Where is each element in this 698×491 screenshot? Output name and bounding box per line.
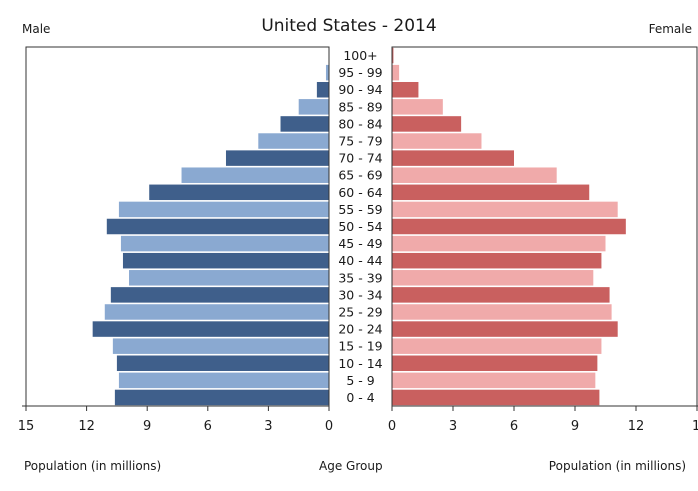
male-x-tick-label: 12 [78, 419, 95, 434]
female-bar [392, 116, 462, 132]
age-group-label: 80 - 84 [338, 116, 382, 131]
male-bar [316, 81, 329, 98]
female-bar [392, 133, 482, 149]
female-bar [392, 184, 590, 201]
age-group-label: 45 - 49 [338, 236, 382, 251]
female-x-tick-label: 6 [510, 419, 518, 434]
female-bar [392, 287, 610, 303]
male-bar [129, 270, 329, 286]
female-bar [392, 355, 598, 372]
age-group-label: 50 - 54 [338, 219, 382, 234]
age-group-label: 40 - 44 [338, 253, 382, 268]
female-bar [392, 270, 594, 286]
male-plot-frame [25, 46, 330, 406]
female-bar [392, 201, 618, 218]
age-group-label: 55 - 59 [338, 202, 382, 217]
age-group-label: 0 - 4 [346, 390, 374, 405]
age-group-label: 75 - 79 [338, 134, 382, 149]
age-group-label: 5 - 9 [346, 373, 374, 388]
female-plot-frame [391, 46, 698, 406]
male-bar [110, 287, 329, 303]
age-group-label: 70 - 74 [338, 151, 382, 166]
plot-frames [25, 46, 698, 406]
female-bar [392, 235, 606, 252]
age-group-label: 60 - 64 [338, 185, 382, 200]
female-x-tick-label: 9 [571, 419, 579, 434]
female-bar [392, 372, 596, 389]
female-x-tick-label: 15 [692, 419, 698, 434]
male-bar [118, 201, 329, 218]
female-x-tick-label: 0 [388, 419, 396, 434]
male-x-axis-label: Population (in millions) [24, 459, 162, 473]
female-bar [392, 81, 419, 98]
male-bar [114, 389, 329, 406]
male-bar [225, 150, 329, 166]
male-bar [298, 99, 329, 115]
axis-ticks: 15 12 9 6 3 0 0 3 6 9 12 15 [18, 405, 698, 434]
male-x-tick-label: 9 [143, 419, 151, 434]
male-bar [104, 304, 329, 320]
age-group-label: 35 - 39 [338, 270, 382, 285]
female-x-axis-label: Population (in millions) [548, 459, 686, 473]
female-bar [392, 218, 626, 235]
female-bar [392, 252, 602, 269]
female-bar [392, 47, 394, 64]
female-side-label: Female [648, 22, 692, 36]
female-bar [392, 99, 443, 115]
male-x-tick-label: 0 [325, 419, 333, 434]
age-group-label: 25 - 29 [338, 304, 382, 319]
male-side-label: Male [22, 22, 51, 36]
age-group-label: 10 - 14 [338, 356, 382, 371]
female-bar [392, 150, 514, 166]
chart-title: United States - 2014 [261, 16, 437, 36]
male-bar [149, 184, 329, 201]
female-bars [392, 47, 626, 406]
female-bar [392, 389, 600, 406]
male-bar [120, 235, 329, 252]
male-x-tick-label: 15 [18, 419, 35, 434]
male-bars [92, 47, 330, 406]
age-group-label: 15 - 19 [338, 339, 382, 354]
female-bar [392, 338, 602, 354]
male-bar [118, 372, 329, 389]
age-group-label: 65 - 69 [338, 168, 382, 183]
female-bar [392, 304, 612, 320]
male-x-tick-label: 6 [204, 419, 212, 434]
male-bar [116, 355, 330, 372]
age-group-label: 100+ [343, 48, 377, 63]
male-bar [258, 133, 329, 149]
female-x-tick-label: 12 [628, 419, 645, 434]
female-x-tick-label: 3 [449, 419, 457, 434]
age-group-labels: 100+ 95 - 99 90 - 94 85 - 89 80 - 84 75 - 79 7… [338, 48, 382, 405]
age-group-label: 95 - 99 [338, 65, 382, 80]
male-bar [106, 218, 329, 235]
age-group-label: 20 - 24 [338, 322, 382, 337]
age-group-label: 85 - 89 [338, 99, 382, 114]
male-bar [92, 321, 329, 337]
female-bar [392, 167, 557, 183]
male-bar [280, 116, 329, 132]
age-group-axis-label: Age Group [319, 459, 383, 473]
age-group-label: 90 - 94 [338, 82, 382, 97]
female-bar [392, 321, 618, 337]
male-x-tick-label: 3 [264, 419, 272, 434]
female-bar [392, 64, 400, 81]
age-group-label: 30 - 34 [338, 287, 382, 302]
male-bar [181, 167, 329, 183]
male-bar [112, 338, 329, 354]
male-bar [325, 64, 329, 81]
male-bar [122, 252, 330, 269]
